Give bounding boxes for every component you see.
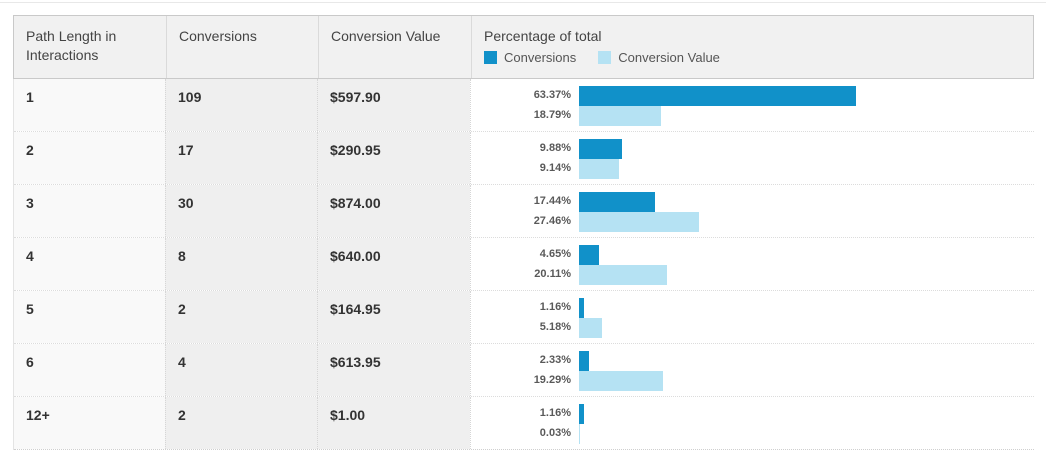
cell-path-length: 6	[14, 344, 165, 396]
conversions-bar-line: 9.88%	[471, 139, 1034, 159]
table-row: 2 17 $290.95 9.88% 9.14%	[14, 132, 1034, 185]
conversions-bar-line: 63.37%	[471, 86, 1034, 106]
conversions-bar	[579, 404, 584, 424]
table-row: 12+ 2 $1.00 1.16% 0.03%	[14, 397, 1034, 450]
cell-conversion-value: $597.90	[317, 79, 470, 131]
conversions-pct-label: 9.88%	[539, 142, 571, 154]
cell-percentage-chart: 17.44% 27.46%	[470, 185, 1034, 237]
cell-path-length: 12+	[14, 397, 165, 449]
cell-percentage-chart: 9.88% 9.14%	[470, 132, 1034, 184]
conversion-value-pct-label: 20.11%	[534, 268, 571, 280]
conversions-bar	[579, 139, 622, 159]
conversion-value-pct-label: 18.79%	[533, 109, 571, 121]
conversions-pct-label: 1.16%	[539, 301, 571, 313]
conversion-value-bar	[579, 265, 667, 285]
conversions-pct-label: 63.37%	[533, 89, 571, 101]
cell-conversions: 109	[165, 79, 317, 131]
cell-path-length: 1	[14, 79, 165, 131]
cell-percentage-chart: 1.16% 0.03%	[470, 397, 1034, 449]
conversion-value-bar-line: 20.11%	[471, 265, 1034, 285]
conversion-value-bar-line: 18.79%	[471, 106, 1034, 126]
table-row: 4 8 $640.00 4.65% 20.11%	[14, 238, 1034, 291]
table-row: 3 30 $874.00 17.44% 27.46%	[14, 185, 1034, 238]
table-row: 5 2 $164.95 1.16% 5.18%	[14, 291, 1034, 344]
conversion-value-bar-line: 0.03%	[471, 424, 1034, 444]
conversions-bar-line: 1.16%	[471, 298, 1034, 318]
cell-conversion-value: $164.95	[317, 291, 470, 343]
cell-percentage-chart: 1.16% 5.18%	[470, 291, 1034, 343]
path-length-report-table: Path Length in Interactions Conversions …	[13, 15, 1034, 450]
conversion-value-bar-line: 9.14%	[471, 159, 1034, 179]
cell-percentage-chart: 4.65% 20.11%	[470, 238, 1034, 290]
header-conversions: Conversions	[166, 16, 318, 78]
cell-conversions: 8	[165, 238, 317, 290]
cell-conversions: 30	[165, 185, 317, 237]
conversion-value-pct-label: 27.46%	[533, 215, 571, 227]
conversions-bar	[579, 192, 655, 212]
conversions-bar	[579, 245, 599, 265]
conversions-bar-line: 2.33%	[471, 351, 1034, 371]
conversions-bar	[579, 298, 584, 318]
conversions-pct-label: 4.65%	[539, 248, 571, 260]
conversions-bar-line: 1.16%	[471, 404, 1034, 424]
chart-legend: Conversions Conversion Value	[484, 51, 1021, 64]
cell-conversion-value: $1.00	[317, 397, 470, 449]
cell-conversions: 17	[165, 132, 317, 184]
cell-conversion-value: $613.95	[317, 344, 470, 396]
cell-conversions: 2	[165, 397, 317, 449]
cell-percentage-chart: 63.37% 18.79%	[470, 79, 1034, 131]
conversion-value-pct-label: 0.03%	[539, 427, 571, 439]
legend-swatch-conversions	[484, 51, 497, 64]
legend-label-conversions: Conversions	[504, 50, 577, 65]
table-header-row: Path Length in Interactions Conversions …	[13, 15, 1034, 79]
conversion-value-bar-line: 5.18%	[471, 318, 1034, 338]
conversion-value-bar	[579, 371, 663, 391]
conversion-value-pct-label: 19.29%	[533, 374, 571, 386]
cell-conversion-value: $874.00	[317, 185, 470, 237]
conversion-value-pct-label: 9.14%	[539, 162, 571, 174]
conversions-bar-line: 4.65%	[471, 245, 1034, 265]
cell-conversions: 4	[165, 344, 317, 396]
percentage-of-total-title: Percentage of total	[484, 28, 602, 44]
conversion-value-pct-label: 5.18%	[539, 321, 571, 333]
table-body: 1 109 $597.90 63.37% 18.79% 2 17 $290.95…	[13, 79, 1034, 450]
header-conversion-value: Conversion Value	[318, 16, 471, 78]
cell-path-length: 5	[14, 291, 165, 343]
conversion-value-bar-line: 19.29%	[471, 371, 1034, 391]
conversions-bar	[579, 86, 856, 106]
conversions-bar-line: 17.44%	[471, 192, 1034, 212]
conversion-value-bar	[579, 318, 602, 338]
cell-conversion-value: $290.95	[317, 132, 470, 184]
conversion-value-bar	[579, 159, 619, 179]
conversions-pct-label: 2.33%	[539, 354, 571, 366]
legend-label-conversion-value: Conversion Value	[618, 50, 720, 65]
top-divider	[0, 2, 1046, 3]
conversion-value-bar	[579, 212, 699, 232]
cell-conversions: 2	[165, 291, 317, 343]
legend-swatch-conversion-value	[598, 51, 612, 64]
table-row: 1 109 $597.90 63.37% 18.79%	[14, 79, 1034, 132]
conversion-value-bar-line: 27.46%	[471, 212, 1034, 232]
conversion-value-bar	[579, 424, 580, 444]
cell-path-length: 3	[14, 185, 165, 237]
header-percentage-of-total: Percentage of total Conversions Conversi…	[471, 16, 1033, 78]
cell-path-length: 4	[14, 238, 165, 290]
conversions-pct-label: 1.16%	[539, 407, 571, 419]
conversions-pct-label: 17.44%	[533, 195, 571, 207]
cell-path-length: 2	[14, 132, 165, 184]
conversion-value-bar	[579, 106, 661, 126]
header-path-length: Path Length in Interactions	[26, 28, 117, 63]
table-row: 6 4 $613.95 2.33% 19.29%	[14, 344, 1034, 397]
cell-conversion-value: $640.00	[317, 238, 470, 290]
cell-percentage-chart: 2.33% 19.29%	[470, 344, 1034, 396]
conversions-bar	[579, 351, 589, 371]
